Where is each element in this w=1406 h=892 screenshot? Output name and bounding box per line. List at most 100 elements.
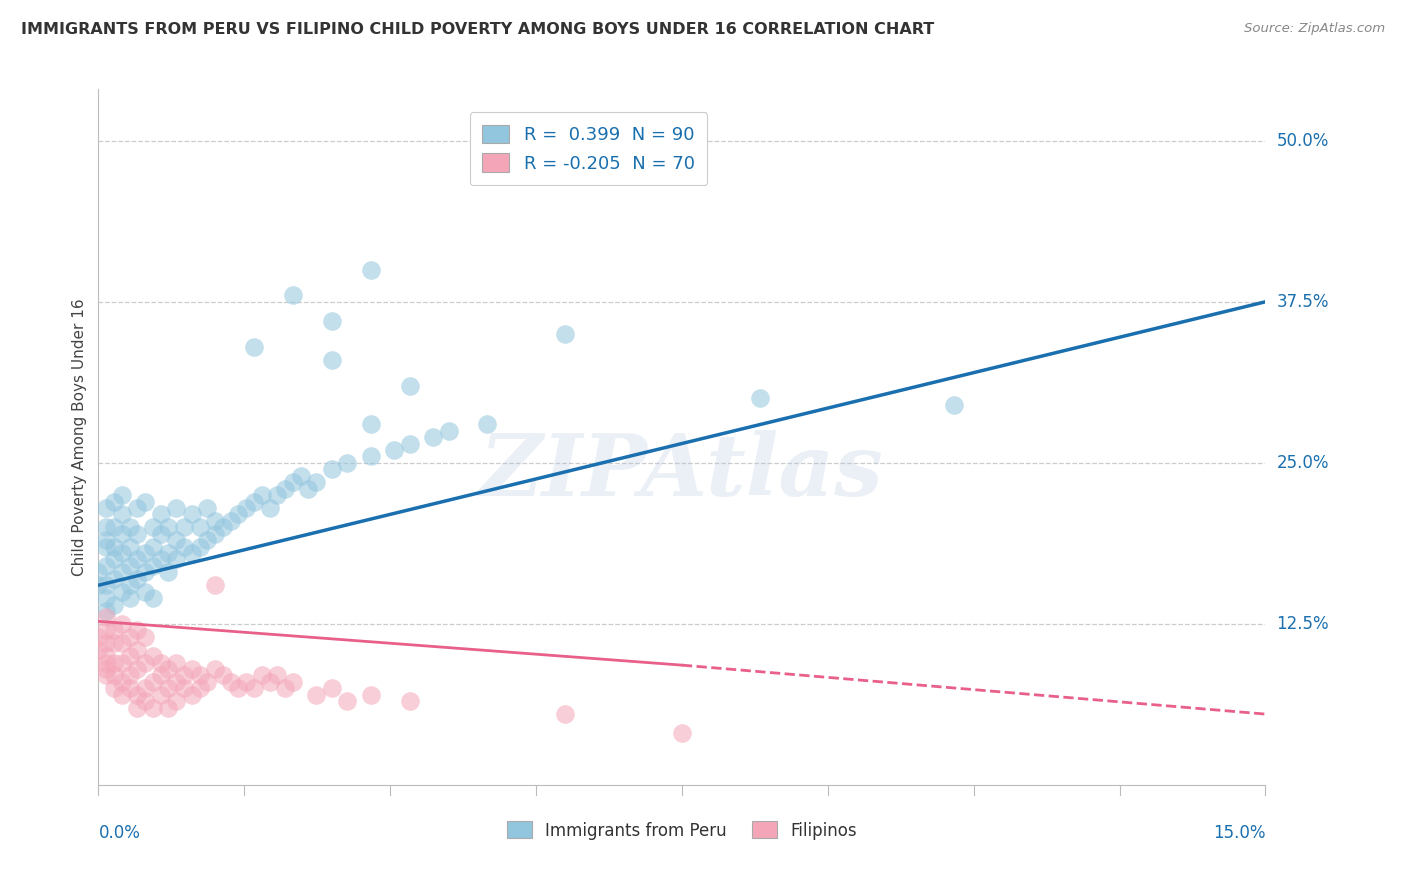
Point bbox=[437, 424, 460, 438]
Point bbox=[87, 642, 110, 657]
Point bbox=[103, 552, 125, 566]
Point bbox=[250, 668, 273, 682]
Text: 50.0%: 50.0% bbox=[1277, 132, 1329, 150]
Text: IMMIGRANTS FROM PERU VS FILIPINO CHILD POVERTY AMONG BOYS UNDER 16 CORRELATION C: IMMIGRANTS FROM PERU VS FILIPINO CHILD P… bbox=[21, 22, 935, 37]
Point bbox=[360, 450, 382, 464]
Point bbox=[290, 468, 312, 483]
Point bbox=[204, 526, 226, 541]
Point bbox=[134, 694, 156, 708]
Point bbox=[195, 674, 218, 689]
Point bbox=[103, 668, 125, 682]
Point bbox=[188, 681, 211, 696]
Point bbox=[118, 668, 141, 682]
Point bbox=[554, 707, 576, 722]
Point bbox=[173, 681, 195, 696]
Point bbox=[250, 488, 273, 502]
Point bbox=[204, 662, 226, 676]
Point bbox=[281, 475, 304, 490]
Point bbox=[111, 566, 134, 580]
Point bbox=[118, 540, 141, 554]
Y-axis label: Child Poverty Among Boys Under 16: Child Poverty Among Boys Under 16 bbox=[72, 298, 87, 576]
Point bbox=[195, 500, 218, 515]
Point bbox=[157, 681, 180, 696]
Point bbox=[188, 520, 211, 534]
Point bbox=[212, 668, 235, 682]
Point bbox=[142, 558, 165, 573]
Point bbox=[228, 508, 250, 522]
Point bbox=[127, 642, 149, 657]
Point bbox=[111, 488, 134, 502]
Point bbox=[142, 520, 165, 534]
Point bbox=[111, 674, 134, 689]
Point bbox=[127, 572, 149, 586]
Point bbox=[157, 520, 180, 534]
Text: 15.0%: 15.0% bbox=[1213, 824, 1265, 842]
Point bbox=[195, 533, 218, 548]
Point bbox=[103, 540, 125, 554]
Point bbox=[96, 578, 118, 592]
Point bbox=[103, 656, 125, 670]
Point bbox=[96, 636, 118, 650]
Point bbox=[111, 636, 134, 650]
Point bbox=[118, 558, 141, 573]
Point bbox=[165, 656, 187, 670]
Text: ZIPAtlas: ZIPAtlas bbox=[479, 430, 884, 514]
Point bbox=[134, 566, 156, 580]
Point bbox=[134, 681, 156, 696]
Point bbox=[134, 630, 156, 644]
Point bbox=[243, 681, 266, 696]
Text: Source: ZipAtlas.com: Source: ZipAtlas.com bbox=[1244, 22, 1385, 36]
Point bbox=[398, 378, 420, 392]
Point bbox=[748, 392, 770, 406]
Point bbox=[111, 546, 134, 560]
Point bbox=[165, 533, 187, 548]
Point bbox=[118, 649, 141, 664]
Point bbox=[127, 662, 149, 676]
Point bbox=[305, 688, 328, 702]
Point bbox=[219, 674, 242, 689]
Point bbox=[336, 456, 359, 470]
Point bbox=[142, 540, 165, 554]
Point bbox=[173, 540, 195, 554]
Point bbox=[149, 688, 172, 702]
Point bbox=[274, 681, 297, 696]
Point bbox=[165, 674, 187, 689]
Point bbox=[259, 500, 281, 515]
Point bbox=[118, 681, 141, 696]
Point bbox=[180, 688, 202, 702]
Point bbox=[103, 494, 125, 508]
Point bbox=[165, 500, 187, 515]
Point bbox=[103, 520, 125, 534]
Point bbox=[96, 610, 118, 624]
Point bbox=[173, 520, 195, 534]
Point bbox=[165, 552, 187, 566]
Point bbox=[235, 500, 257, 515]
Point bbox=[157, 546, 180, 560]
Point bbox=[321, 462, 343, 476]
Text: 37.5%: 37.5% bbox=[1277, 293, 1329, 310]
Point bbox=[111, 584, 134, 599]
Text: 0.0%: 0.0% bbox=[98, 824, 141, 842]
Point bbox=[118, 630, 141, 644]
Point bbox=[422, 430, 444, 444]
Point bbox=[96, 662, 118, 676]
Point bbox=[96, 520, 118, 534]
Point bbox=[180, 508, 202, 522]
Point bbox=[127, 624, 149, 638]
Point bbox=[266, 668, 288, 682]
Point bbox=[103, 681, 125, 696]
Point bbox=[142, 674, 165, 689]
Text: 25.0%: 25.0% bbox=[1277, 454, 1329, 472]
Point bbox=[477, 417, 499, 432]
Point bbox=[554, 326, 576, 341]
Point bbox=[103, 636, 125, 650]
Point bbox=[149, 508, 172, 522]
Point bbox=[87, 566, 110, 580]
Point bbox=[87, 578, 110, 592]
Point bbox=[127, 552, 149, 566]
Point bbox=[149, 656, 172, 670]
Point bbox=[96, 656, 118, 670]
Point bbox=[142, 700, 165, 714]
Point bbox=[111, 526, 134, 541]
Point bbox=[134, 656, 156, 670]
